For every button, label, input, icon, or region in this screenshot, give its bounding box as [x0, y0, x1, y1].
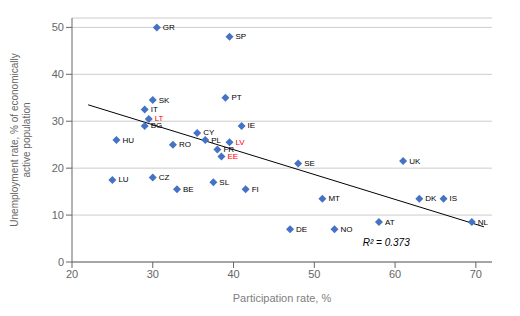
svg-text:NO: NO — [341, 225, 353, 234]
svg-text:RO: RO — [179, 140, 191, 149]
svg-text:50: 50 — [52, 21, 64, 33]
svg-text:BG: BG — [151, 121, 163, 130]
svg-text:GR: GR — [163, 23, 175, 32]
svg-text:40: 40 — [52, 68, 64, 80]
svg-text:70: 70 — [470, 268, 482, 280]
svg-text:10: 10 — [52, 209, 64, 221]
svg-text:FR: FR — [223, 144, 235, 154]
svg-text:R² = 0.373: R² = 0.373 — [363, 237, 410, 248]
svg-text:MT: MT — [328, 194, 340, 203]
svg-text:SP: SP — [236, 32, 247, 41]
svg-text:Participation rate, %: Participation rate, % — [233, 292, 332, 304]
svg-text:FI: FI — [252, 185, 259, 194]
svg-text:PT: PT — [231, 93, 241, 102]
svg-text:HU: HU — [122, 136, 134, 145]
svg-text:UK: UK — [409, 157, 421, 166]
svg-text:60: 60 — [389, 268, 401, 280]
svg-text:IT: IT — [151, 105, 158, 114]
svg-text:50: 50 — [308, 268, 320, 280]
svg-text:40: 40 — [227, 268, 239, 280]
svg-text:DE: DE — [296, 225, 307, 234]
svg-text:SL: SL — [219, 178, 229, 187]
svg-text:SK: SK — [159, 96, 170, 105]
svg-text:LT: LT — [154, 114, 164, 124]
svg-text:LV: LV — [236, 138, 246, 147]
svg-text:PL: PL — [211, 136, 221, 145]
svg-text:IS: IS — [450, 194, 458, 203]
svg-text:EE: EE — [227, 152, 238, 161]
svg-text:DK: DK — [425, 194, 437, 203]
svg-text:LU: LU — [118, 175, 128, 184]
svg-text:IE: IE — [248, 121, 256, 130]
svg-text:AT: AT — [385, 218, 395, 227]
svg-text:NL: NL — [478, 218, 489, 227]
svg-text:SE: SE — [304, 159, 315, 168]
svg-text:30: 30 — [147, 268, 159, 280]
svg-text:20: 20 — [66, 268, 78, 280]
svg-text:CZ: CZ — [159, 173, 170, 182]
svg-text:Unemployment rate, % of econom: Unemployment rate, % of economicallyacti… — [9, 53, 32, 226]
svg-text:30: 30 — [52, 115, 64, 127]
svg-text:BE: BE — [183, 185, 194, 194]
svg-text:0: 0 — [58, 256, 64, 268]
svg-text:20: 20 — [52, 162, 64, 174]
svg-text:CY: CY — [203, 128, 215, 138]
